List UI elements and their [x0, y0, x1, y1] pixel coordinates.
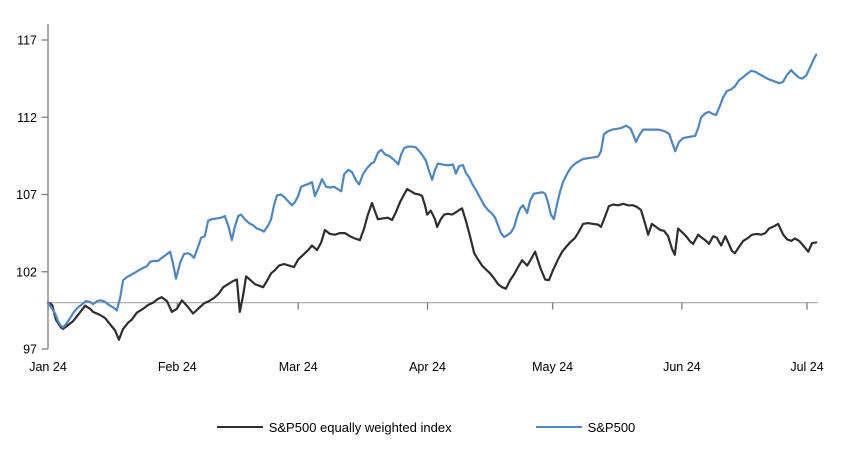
x-tick-label: Mar 24: [279, 360, 318, 374]
legend-item-equal-weight: S&P500 equally weighted index: [216, 419, 452, 435]
y-tick-label: 117: [17, 34, 37, 48]
y-tick-label: 97: [23, 343, 37, 357]
series-line-0: [46, 188, 818, 341]
x-tick-label: Jun 24: [663, 360, 701, 374]
y-tick-label: 107: [16, 188, 37, 202]
y-tick-label: 102: [16, 265, 37, 279]
series-line-1: [46, 53, 818, 329]
x-tick-label: Jan 24: [29, 360, 67, 374]
legend-line-swatch: [535, 426, 582, 428]
chart-legend: S&P500 equally weighted index S&P500: [0, 412, 852, 442]
x-tick-label: Feb 24: [158, 360, 197, 374]
legend-line-swatch: [216, 426, 263, 428]
x-tick-label: Apr 24: [409, 360, 446, 374]
legend-label: S&P500: [587, 419, 636, 435]
legend-label: S&P500 equally weighted index: [268, 419, 452, 435]
x-tick-label: May 24: [532, 360, 573, 374]
x-tick-label: Jul 24: [790, 360, 823, 374]
y-tick-label: 112: [17, 111, 37, 125]
chart-svg: 97 102 107 112 117 Jan 24 Feb 24 Mar 24 Apr 24 Ma…: [16, 24, 824, 374]
legend-item-sp500: S&P500: [535, 419, 636, 435]
